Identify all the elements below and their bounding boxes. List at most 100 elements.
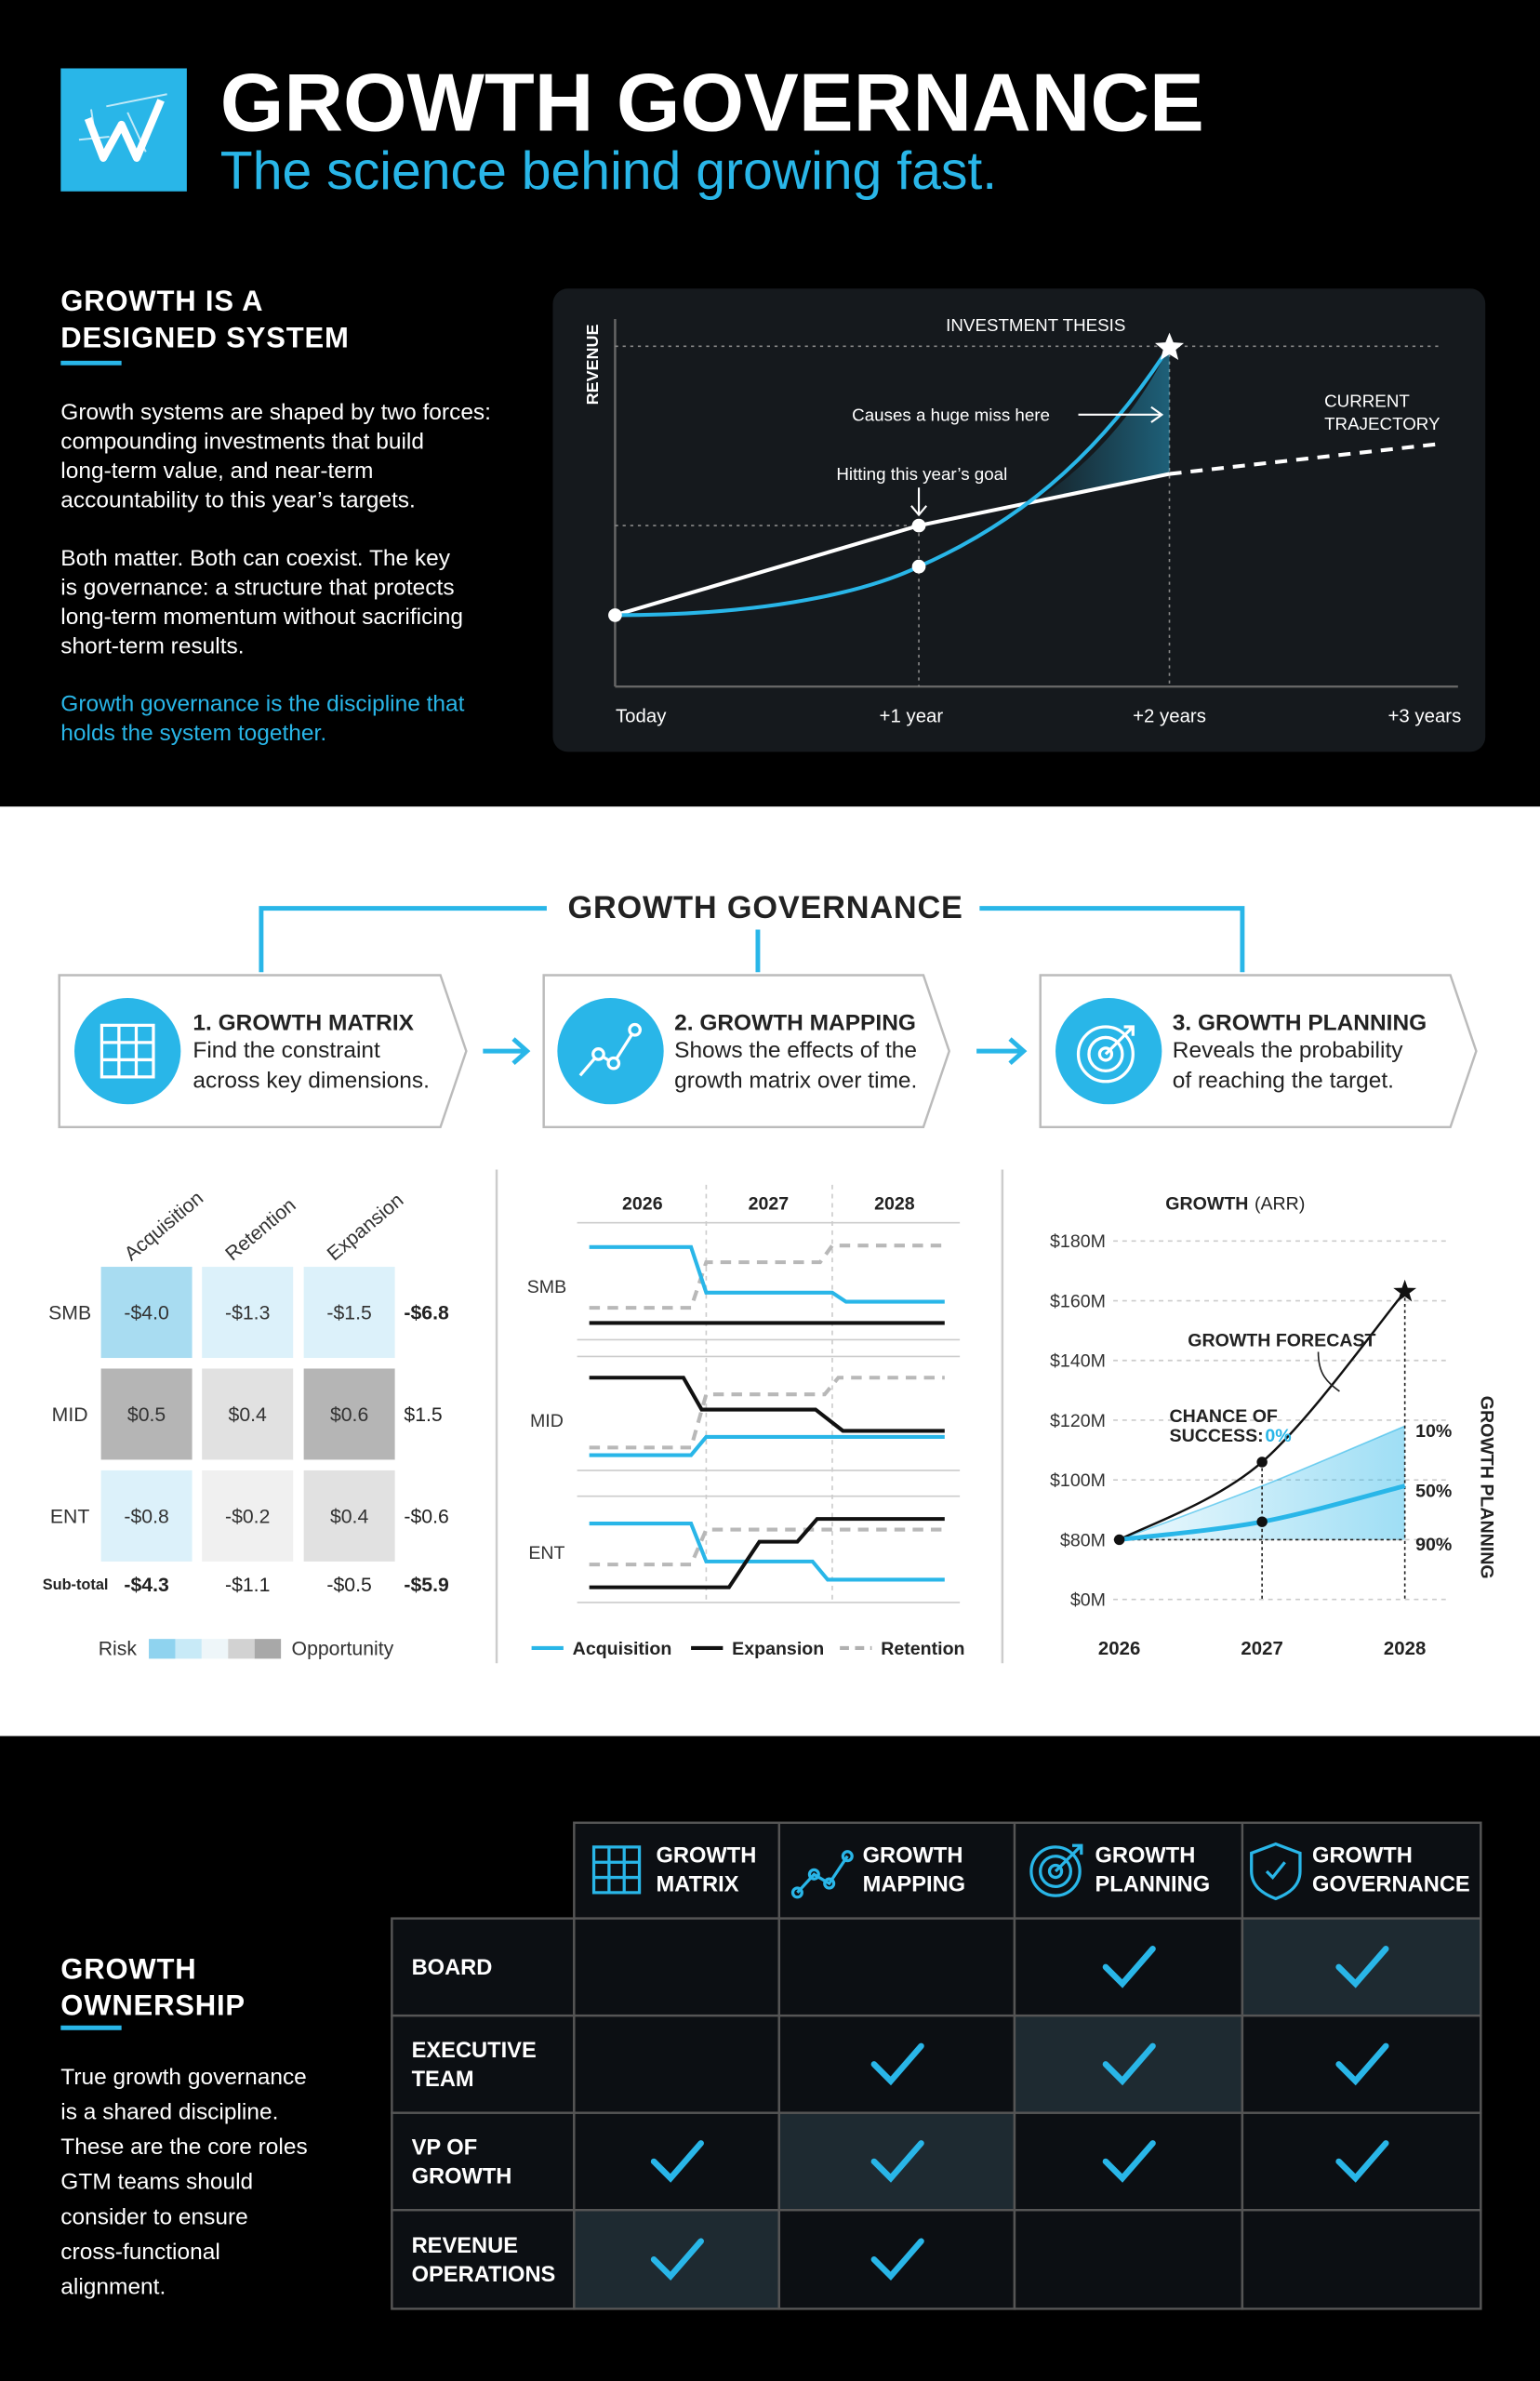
- step-text: growth matrix over time.: [674, 1069, 917, 1094]
- column-header: PLANNING: [1095, 1872, 1210, 1896]
- matrix-cell: [100, 1267, 192, 1359]
- row-label: BOARD: [412, 1956, 493, 1980]
- table-cell: [573, 1917, 781, 2017]
- y-tick-label: $180M: [1050, 1231, 1106, 1252]
- table-cell: [777, 1917, 1016, 2017]
- y-tick-label: $100M: [1050, 1470, 1106, 1491]
- body-text: These are the core roles: [60, 2135, 307, 2160]
- legend-swatch: [201, 1639, 229, 1659]
- section-heading: DESIGNED SYSTEM: [60, 321, 349, 353]
- matrix-cell: [100, 1368, 192, 1460]
- step-title: 1. GROWTH MATRIX: [192, 1011, 414, 1036]
- table-cell: [1241, 2111, 1482, 2212]
- logo-mark: [84, 99, 165, 162]
- cell-value: $0.5: [127, 1404, 166, 1426]
- trajectory-projection: [1169, 441, 1443, 476]
- row-label: SMB: [527, 1277, 566, 1297]
- goal-arrow: [910, 487, 928, 517]
- subtotal-value: -$4.3: [124, 1575, 169, 1596]
- probability-label: 10%: [1415, 1421, 1452, 1442]
- axis-label: REVENUE: [583, 325, 602, 406]
- row-total: -$6.8: [404, 1302, 449, 1324]
- annotation-value: 0%: [1265, 1426, 1291, 1446]
- probability-band: [1119, 1426, 1405, 1540]
- body-text: alignment.: [60, 2274, 166, 2299]
- body-text: compounding investments that build: [60, 430, 424, 455]
- x-label: +1 year: [880, 706, 944, 726]
- table-cell: [1241, 2014, 1482, 2114]
- step-title: 3. GROWTH PLANNING: [1173, 1011, 1427, 1036]
- check-mark: [870, 2140, 924, 2183]
- body-text: is a shared discipline.: [60, 2100, 278, 2125]
- row-label: REVENUE: [412, 2234, 518, 2258]
- mapping-lines: [577, 1184, 961, 1603]
- table-cell: [1013, 1917, 1244, 2017]
- body-text: Growth systems are shaped by two forces:: [60, 400, 491, 425]
- point: [1256, 1516, 1268, 1527]
- step-icon: [557, 997, 664, 1105]
- year-label: 2026: [622, 1193, 663, 1214]
- y-tick-label: $120M: [1050, 1411, 1106, 1431]
- row-label: ENT: [528, 1543, 564, 1563]
- row-label: TEAM: [412, 2068, 474, 2092]
- highlight-text: Growth governance is the discipline that: [60, 692, 464, 717]
- body-text: accountability to this year’s targets.: [60, 488, 416, 513]
- column-header: GROWTH: [1312, 1843, 1413, 1868]
- check-mark: [1102, 2140, 1156, 2183]
- title-backdrop: [550, 886, 978, 930]
- annotation-leader: [1317, 1351, 1340, 1392]
- side-label: GROWTH PLANNING: [1476, 1396, 1496, 1579]
- table-cell: [777, 2014, 1016, 2114]
- point: [1256, 1457, 1268, 1468]
- check-mark: [1102, 2042, 1156, 2086]
- check-mark: [1335, 2140, 1389, 2183]
- legend-swatch: [149, 1639, 176, 1659]
- body-text: GTM teams should: [60, 2170, 253, 2195]
- bracket: [259, 906, 1245, 973]
- mapping-icon: [578, 1029, 637, 1077]
- chart-title-suffix: (ARR): [1255, 1193, 1305, 1214]
- legend-swatch: [254, 1639, 282, 1659]
- row-label-cell: [391, 2014, 576, 2114]
- check-mark: [870, 2042, 924, 2086]
- point: [911, 559, 926, 574]
- column-header: GROWTH: [657, 1843, 757, 1868]
- annotation: Hitting this year’s goal: [836, 464, 1007, 484]
- thesis-star: [1155, 332, 1185, 361]
- x-label: +2 years: [1133, 706, 1206, 726]
- body-text: is governance: a structure that protects: [60, 575, 454, 600]
- row-label: EXECUTIVE: [412, 2039, 537, 2063]
- table-header: [573, 1821, 1482, 1920]
- row-label-cell: [391, 2208, 576, 2310]
- table-cell: [1013, 2111, 1244, 2212]
- body-text: long-term momentum without sacrificing: [60, 605, 463, 630]
- y-tick-label: $80M: [1060, 1530, 1106, 1550]
- cell-value: -$1.5: [326, 1302, 371, 1324]
- target-icon: [1076, 1025, 1135, 1084]
- matrix-cell: [202, 1368, 294, 1460]
- matrix-cell: [303, 1368, 395, 1460]
- chart-title: GROWTH: [1165, 1193, 1248, 1214]
- table-cell: [573, 2014, 781, 2114]
- table-cell: [1013, 2208, 1244, 2310]
- table-cell: [777, 2208, 1016, 2310]
- column-icons: [591, 1842, 1302, 1901]
- step-icon: [74, 997, 181, 1105]
- x-tick-label: 2027: [1241, 1639, 1282, 1659]
- point: [608, 608, 622, 622]
- row-label: ENT: [50, 1506, 89, 1527]
- cell-value: -$4.0: [124, 1302, 168, 1324]
- row-total: -$0.6: [404, 1506, 448, 1527]
- step-title: 2. GROWTH MAPPING: [674, 1011, 916, 1036]
- row-label: SMB: [48, 1302, 91, 1324]
- subtotal-value: -$1.1: [225, 1575, 270, 1596]
- annotation: TRAJECTORY: [1324, 414, 1440, 433]
- x-tick-label: 2026: [1098, 1639, 1140, 1659]
- step-text: Reveals the probability: [1173, 1038, 1403, 1063]
- body-text: consider to ensure: [60, 2204, 247, 2229]
- page-title: GROWTH GOVERNANCE: [220, 56, 1204, 148]
- annotation: CHANCE OF: [1170, 1406, 1278, 1427]
- mapping-node: [628, 1022, 643, 1037]
- step-text: Shows the effects of the: [674, 1038, 917, 1063]
